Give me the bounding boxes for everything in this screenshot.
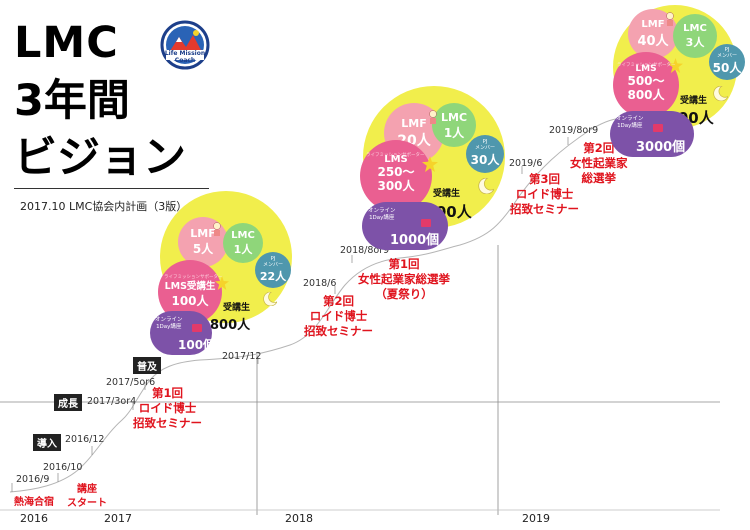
event-seminar-2: 第2回 ロイド博士 招致セミナー [304,294,373,338]
lms-micro-caption-2019: ライフミッションサポーター [617,63,676,68]
title-vision: ビジョン [14,133,186,183]
logo-text-1: Life Mission [164,50,206,57]
phase-spread: 普及 [133,357,161,374]
online-pill-2017: オンライン 1Day講座 100個 [150,311,215,355]
moon-icon [263,292,277,306]
logo [160,20,210,70]
lmc-bubble-2019: LMC 3人 [673,14,717,58]
moon-icon [478,178,494,194]
pj-bubble-2018: PJ メンバー 30人 [466,135,504,173]
growth-curve [9,117,626,493]
lmc-bubble-2017: LMC 1人 [223,223,263,263]
date-2019-6: 2019/6 [509,158,543,169]
event-course-start-line1: 講座 [77,484,97,495]
lms-micro-caption-2017: ライフミッションサポーター [164,275,223,280]
badge-icon [192,324,202,332]
date-2017-5or6: 2017/5or6 [106,377,156,388]
subtitle: 2017.10 LMC協会内計画（3版） [20,200,188,213]
person-icon [666,12,674,26]
date-2016-9: 2016/9 [16,474,50,485]
star-icon [422,156,438,172]
year-2019: 2019 [522,512,550,525]
date-2017-12: 2017/12 [222,351,262,362]
date-2019-8or9: 2019/8or9 [549,125,599,136]
lms-bubble-2018: LMS 250〜 300人 [360,140,432,212]
year-2016: 2016 [20,512,48,525]
star-icon [668,58,683,73]
online-pill-2019: オンライン 1Day講座 3000個 [610,111,694,157]
logo-text-2: Coach [174,57,196,64]
year-2018: 2018 [285,512,313,525]
lms-bubble-2019: LMS 500〜 800人 [613,52,679,118]
year-2017: 2017 [104,512,132,525]
lms-micro-caption-2018: ライフミッションサポーター [366,153,425,158]
moon-icon [713,86,728,101]
online-pill-2018: オンライン 1Day講座 1000個 [362,202,448,250]
person-icon [429,110,437,124]
title-lmc: LMC [14,18,119,68]
event-seminar-1: 第1回 ロイド博士 招致セミナー [133,386,202,430]
date-2017-3or4: 2017/3or4 [87,396,137,407]
trainees-label-2019: 受講生 [680,96,708,106]
lmc-bubble-2018: LMC 1人 [432,103,476,147]
date-2018-8or9: 2018/8or9 [340,245,390,256]
date-2016-10: 2016/10 [43,462,83,473]
title-rule [14,188,209,189]
trainees-label-2018: 受講生 [433,189,461,199]
star-icon [215,276,229,290]
event-seminar-3: 第3回 ロイド博士 招致セミナー [510,172,579,216]
event-atami-camp: 熱海合宿 [14,497,54,508]
trainees-label-2017: 受講生 [223,303,251,313]
phase-growth: 成長 [54,394,82,411]
badge-icon [653,124,663,132]
event-course-start-line2: スタート [67,498,107,509]
date-2018-6: 2018/6 [303,278,337,289]
pj-bubble-2017: PJ メンバー 22人 [255,252,291,288]
pj-bubble-2019: PJ メンバー 50人 [709,44,745,80]
badge-icon [421,219,431,227]
event-election-2: 第2回 女性起業家 総選挙 [570,141,628,185]
title-3-years: 3年間 [14,76,130,126]
date-2016-12: 2016/12 [65,434,105,445]
event-course-start: 講座 スタート [67,483,107,511]
person-icon [213,222,221,236]
trainees-value-2017: 800人 [210,318,251,333]
phase-intro: 導入 [33,434,61,451]
event-election-1: 第1回 女性起業家総選挙 （夏祭り） [358,257,450,301]
